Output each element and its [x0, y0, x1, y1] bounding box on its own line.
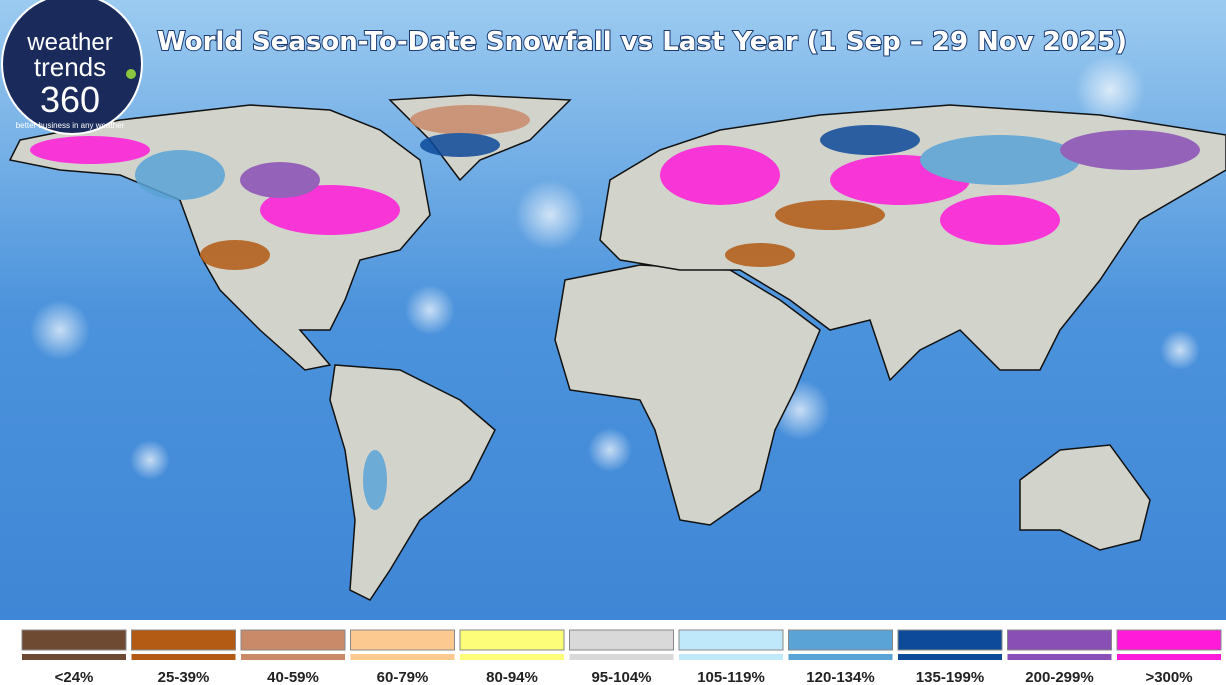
legend-label: 80-94% — [486, 669, 538, 685]
legend-swatch-bar — [241, 654, 345, 660]
legend-label: 200-299% — [1025, 669, 1093, 685]
legend-swatch-bar — [460, 654, 564, 660]
legend-label: >300% — [1145, 669, 1192, 685]
legend-swatch-bar — [22, 654, 126, 660]
logo: weather trends 360 better business in an… — [1, 0, 143, 135]
legend-label: 95-104% — [591, 669, 651, 685]
bokeh — [30, 55, 1200, 480]
legend-swatch — [131, 629, 236, 651]
legend: <24% 25-39% 40-59% 60-79% 80-94% 95-104% 105-1… — [21, 629, 1222, 685]
legend-swatch — [240, 629, 346, 651]
legend-label: 105-119% — [697, 669, 765, 685]
logo-line2: trends — [34, 52, 106, 82]
logo-tagline: better business in any weather — [16, 121, 125, 130]
legend-swatch — [788, 629, 893, 651]
legend-swatch-bar — [569, 654, 674, 660]
logo-line1: weather — [26, 29, 112, 56]
legend-swatch-bar — [898, 654, 1002, 660]
legend-label: 60-79% — [377, 669, 429, 685]
snow-anomaly-areas — [30, 105, 1200, 510]
legend-swatch — [1116, 629, 1222, 651]
legend-swatch-bar — [1007, 654, 1112, 660]
legend-swatch-bar — [1117, 654, 1221, 660]
legend-label: 40-59% — [267, 669, 319, 685]
legend-swatch — [21, 629, 127, 651]
legend-swatch — [459, 629, 565, 651]
logo-line3: 360 — [40, 79, 100, 120]
legend-label: 120-134% — [806, 669, 874, 685]
legend-swatch — [897, 629, 1003, 651]
legend-swatch-bar — [788, 654, 893, 660]
legend-swatch-bar — [131, 654, 236, 660]
legend-swatch-bar — [679, 654, 783, 660]
legend-swatch — [1007, 629, 1112, 651]
legend-label: 135-199% — [916, 669, 984, 685]
legend-label: <24% — [55, 669, 94, 685]
legend-swatch — [569, 629, 674, 651]
legend-swatch — [678, 629, 784, 651]
legend-label: 25-39% — [158, 669, 210, 685]
title: World Season-To-Date Snowfall vs Last Ye… — [157, 27, 1127, 57]
legend-swatch-bar — [350, 654, 455, 660]
legend-swatch — [350, 629, 455, 651]
